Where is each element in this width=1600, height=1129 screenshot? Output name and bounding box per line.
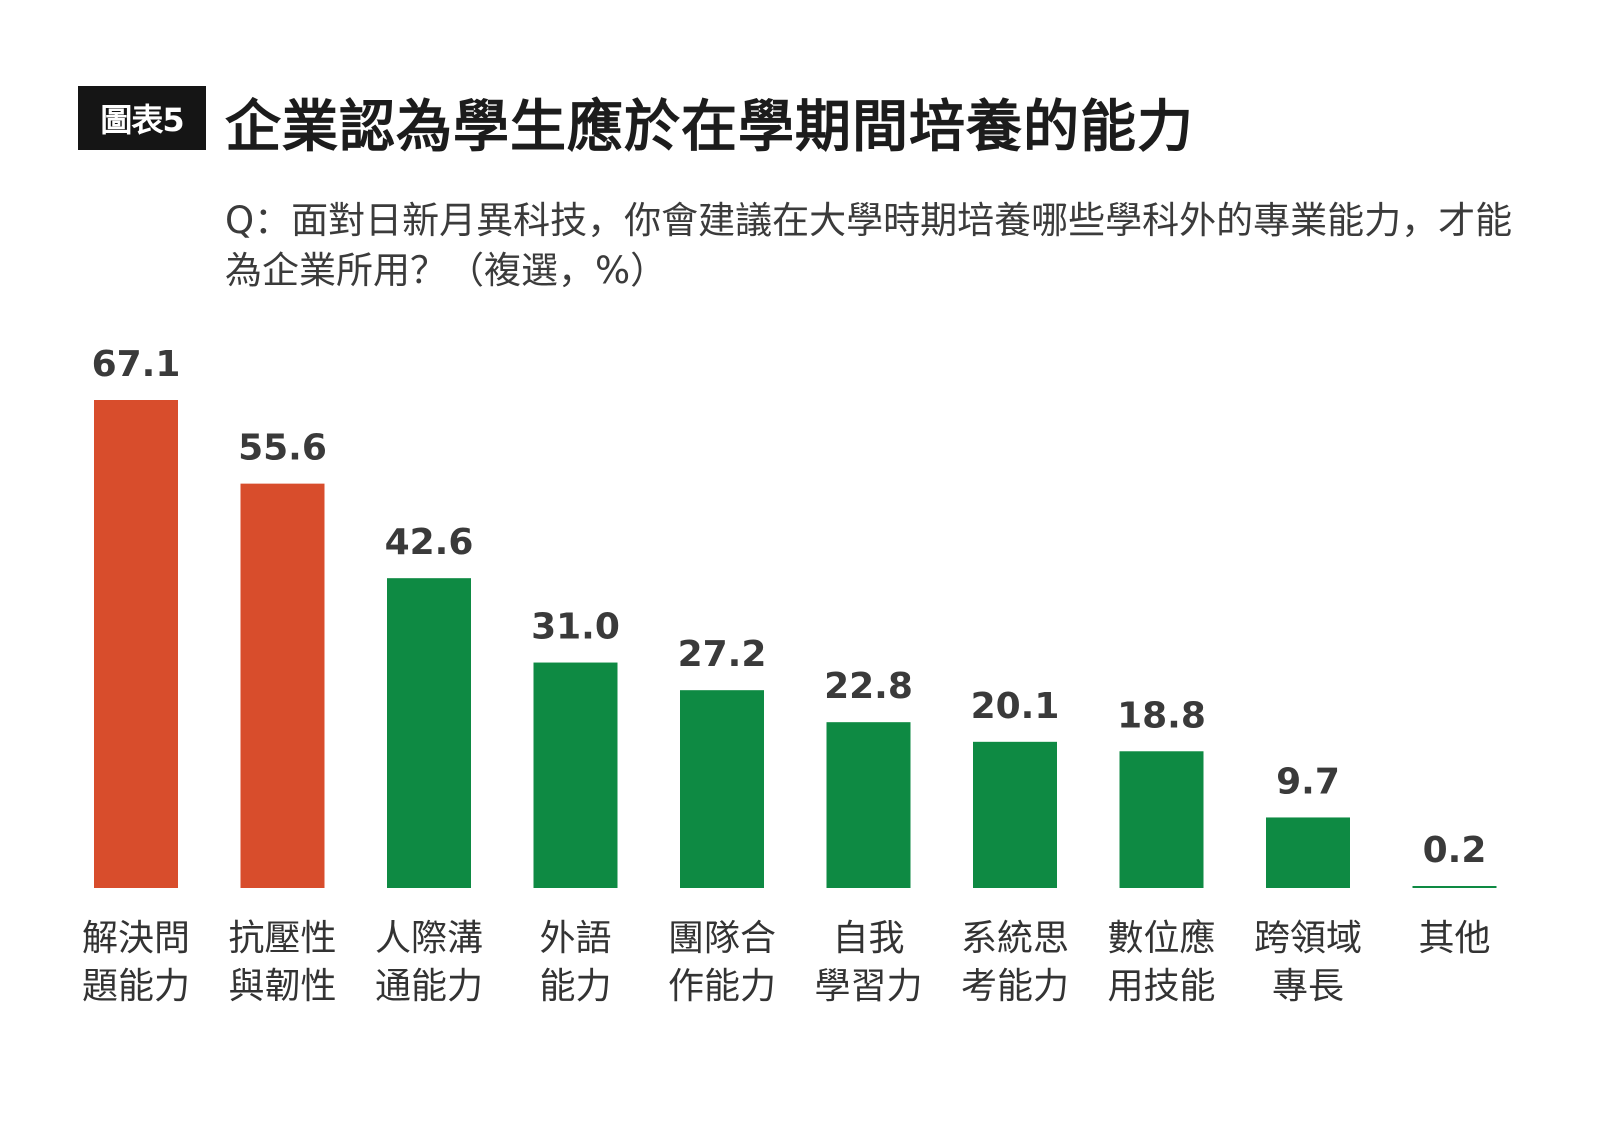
value-label-9: 9.7 <box>1276 761 1340 802</box>
category-label-8-line-1: 數位應 <box>1107 918 1215 959</box>
category-label-4-line-1: 外語 <box>539 918 611 959</box>
category-label-7-line-1: 系統思 <box>961 918 1069 959</box>
bar-10 <box>1412 886 1497 888</box>
bar-7 <box>973 741 1057 888</box>
category-label-5-line-1: 團隊合 <box>668 918 776 959</box>
bar-4 <box>533 662 618 888</box>
figure-tag: 圖表5 <box>78 86 206 150</box>
category-label-4-line-2: 能力 <box>539 966 611 1007</box>
category-label-2-line-1: 抗壓性 <box>228 918 336 959</box>
bar-2 <box>240 483 325 888</box>
category-label-9-line-2: 專長 <box>1272 966 1344 1007</box>
bar-6 <box>826 722 911 888</box>
category-label-10-line-1: 其他 <box>1418 918 1490 959</box>
category-label-9-line-1: 跨領域 <box>1254 918 1362 959</box>
bar-9 <box>1266 817 1350 888</box>
bar-1 <box>94 400 178 888</box>
bar-8 <box>1119 751 1204 888</box>
value-label-4: 31.0 <box>531 607 620 648</box>
category-label-3-line-1: 人際溝 <box>375 918 483 959</box>
bar-5 <box>680 690 764 888</box>
category-label-1-line-2: 題能力 <box>82 966 190 1007</box>
category-label-2-line-2: 與韌性 <box>228 966 336 1007</box>
value-label-10: 0.2 <box>1423 830 1487 871</box>
value-label-3: 42.6 <box>385 522 474 563</box>
category-label-6-line-1: 自我 <box>832 918 904 959</box>
category-label-7-line-2: 考能力 <box>961 966 1069 1007</box>
chart-title: 企業認為學生應於在學期間培養的能力 <box>225 95 1194 160</box>
category-label-8-line-2: 用技能 <box>1107 966 1215 1007</box>
category-label-3-line-2: 通能力 <box>375 966 483 1007</box>
category-label-5-line-2: 作能力 <box>668 966 776 1007</box>
category-label-1-line-1: 解決問 <box>82 918 190 959</box>
value-label-7: 20.1 <box>971 686 1060 727</box>
value-label-1: 67.1 <box>92 344 181 385</box>
chart-subtitle: Q：面對日新月異科技，你會建議在大學時期培養哪些學科外的專業能力，才能為企業所用… <box>225 199 1513 292</box>
value-label-2: 55.6 <box>238 428 327 469</box>
value-label-6: 22.8 <box>824 666 913 707</box>
category-label-6-line-2: 學習力 <box>814 966 922 1007</box>
bar-3 <box>387 578 471 888</box>
value-label-5: 27.2 <box>678 634 767 675</box>
value-label-8: 18.8 <box>1117 695 1206 736</box>
